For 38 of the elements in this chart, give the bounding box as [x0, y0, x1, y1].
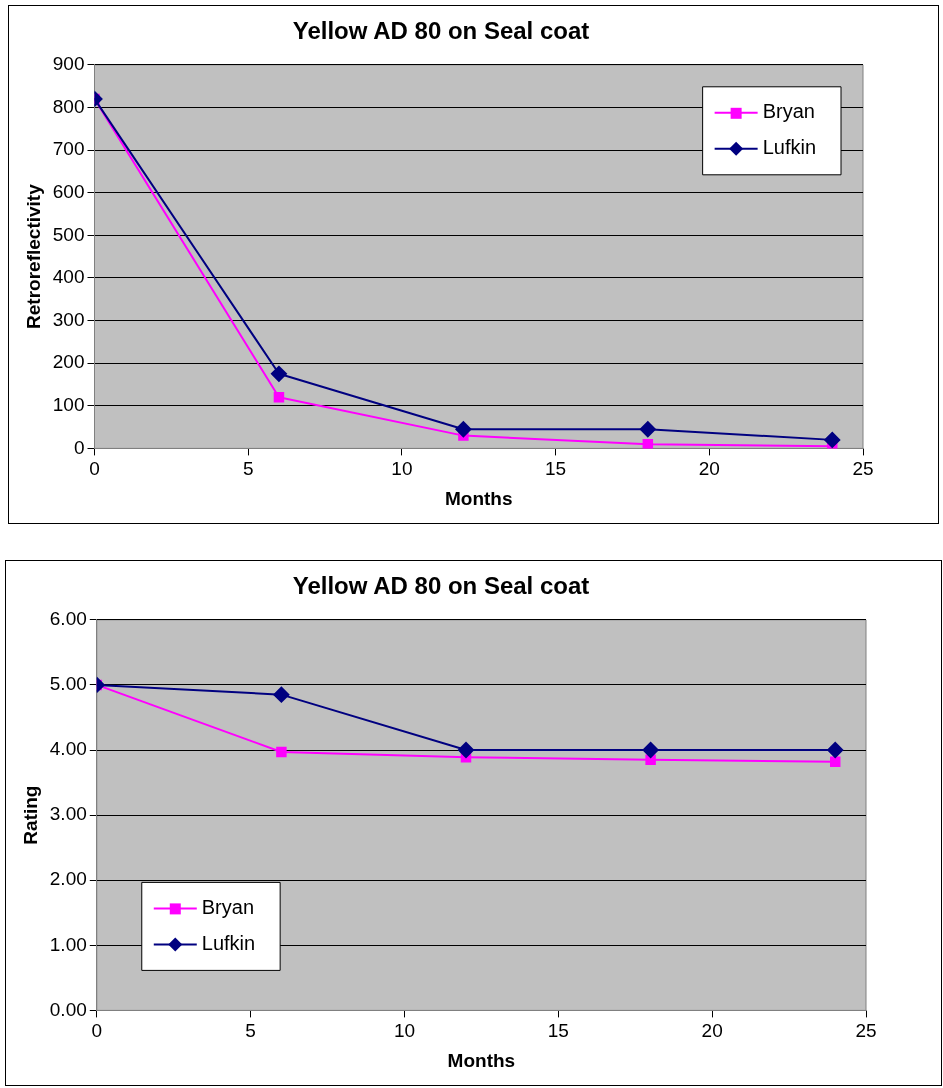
y-tick-label: 100 — [52, 394, 85, 416]
y-tick-label: 4.00 — [49, 738, 87, 760]
x-tick-label: 20 — [698, 458, 720, 480]
y-tick-label: 5.00 — [49, 673, 87, 695]
y-tick-label: 200 — [52, 351, 85, 373]
x-tick-label: 25 — [852, 458, 874, 480]
x-tick-label: 15 — [545, 458, 567, 480]
y-tick-label: 400 — [52, 266, 85, 288]
y-tick-label: 600 — [52, 180, 85, 202]
y-tick-label: 900 — [52, 53, 85, 75]
x-tick-label: 20 — [701, 1020, 723, 1042]
y-tick-label: 6.00 — [49, 608, 87, 630]
y-tick-label: 0.00 — [49, 998, 87, 1020]
x-tick-label: 0 — [91, 1020, 103, 1042]
y-tick-label: 500 — [52, 223, 85, 245]
y-tick-label: 2.00 — [49, 868, 87, 890]
y-tick-label: 1.00 — [49, 933, 87, 955]
y-tick-label: 0 — [73, 436, 85, 458]
x-axis-title: Months — [444, 487, 513, 509]
x-tick-label: 25 — [855, 1020, 877, 1042]
legend-label: Lufkin — [201, 931, 256, 954]
x-tick-label: 5 — [245, 1020, 256, 1042]
legend-label: Bryan — [201, 895, 255, 918]
y-tick-label: 700 — [52, 138, 85, 160]
x-tick-label: 5 — [242, 458, 254, 480]
chart-title: Yellow AD 80 on Seal coat — [292, 572, 590, 600]
y-axis-title: Retroreflectivity — [22, 183, 44, 329]
x-tick-label: 10 — [393, 1020, 416, 1042]
y-tick-label: 3.00 — [49, 803, 87, 825]
y-tick-label: 300 — [52, 308, 85, 330]
legend-label: Bryan — [762, 100, 815, 123]
x-tick-label: 15 — [547, 1020, 569, 1042]
x-axis-title: Months — [447, 1049, 516, 1071]
y-axis-title: Rating — [19, 785, 41, 845]
chart-title: Yellow AD 80 on Seal coat — [292, 17, 590, 45]
y-tick-label: 800 — [52, 95, 85, 117]
x-tick-label: 10 — [391, 458, 413, 480]
legend-label: Lufkin — [762, 136, 817, 159]
